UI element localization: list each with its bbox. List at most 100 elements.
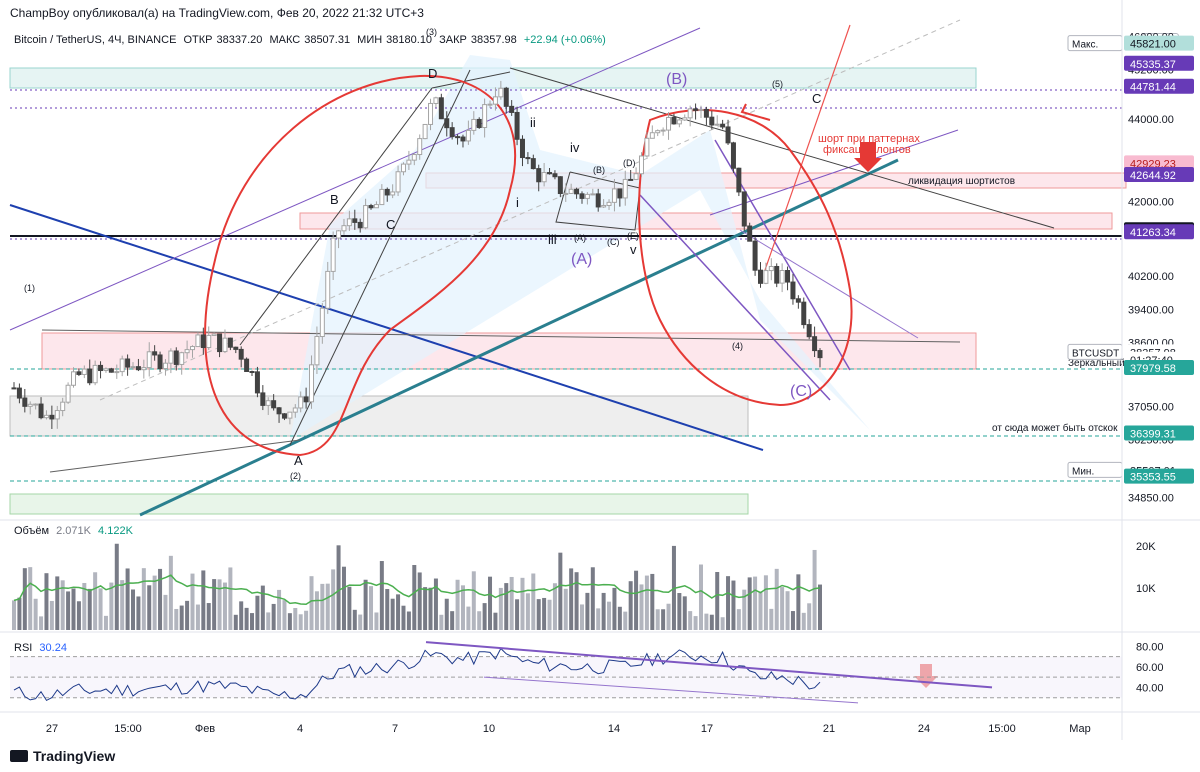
time-tick-label: 7	[392, 723, 398, 735]
volume-bar	[136, 596, 141, 630]
candle-body	[390, 191, 396, 196]
volume-bar	[634, 570, 639, 630]
volume-bar	[44, 573, 49, 630]
candle-body	[730, 142, 736, 169]
candle-body	[509, 105, 515, 113]
candle-body	[568, 188, 574, 194]
rsi-tick-label: 80.00	[1136, 641, 1164, 653]
candle-body	[238, 348, 244, 360]
wave-label: A	[294, 453, 303, 468]
rsi-legend: RSI 30.24	[14, 642, 67, 654]
volume-bar	[677, 593, 682, 630]
candle-body	[768, 265, 774, 272]
candle-body	[249, 371, 255, 374]
volume-bar	[807, 603, 812, 630]
volume-bar	[244, 607, 249, 630]
volume-bar	[747, 577, 752, 630]
tradingview-brand[interactable]: TradingView	[10, 748, 115, 764]
volume-bar	[471, 571, 476, 630]
volume-bar	[623, 611, 628, 630]
volume-bar	[412, 565, 417, 630]
price-tag-label: 45335.37	[1130, 59, 1176, 71]
candle-body	[655, 130, 661, 134]
volume-bar	[617, 606, 622, 630]
candle-body	[752, 240, 758, 271]
rsi-label: RSI	[14, 642, 33, 654]
volume-bar	[466, 606, 471, 630]
candle-body	[65, 384, 71, 403]
candle-body	[687, 108, 693, 119]
volume-bar	[325, 583, 330, 630]
change-value: +22.94 (+0.06%)	[523, 34, 606, 46]
price-tag-bg	[1124, 35, 1194, 51]
volume-bar	[255, 595, 260, 630]
volume-bar	[314, 591, 319, 630]
volume-bar	[39, 616, 44, 630]
volume-bar	[742, 589, 747, 630]
candle-body	[76, 371, 82, 375]
close-label: ЗАКР	[439, 34, 467, 46]
candle-body	[503, 87, 509, 107]
candle-body	[482, 104, 488, 129]
volume-bar	[266, 612, 271, 630]
price-tick-label: 37050.00	[1128, 402, 1174, 414]
price-tag-label: 44781.44	[1130, 82, 1176, 94]
candle-body	[309, 364, 315, 403]
price-tag-label: 41263.34	[1130, 227, 1176, 239]
candle-body	[498, 87, 504, 98]
candle-body	[357, 221, 363, 229]
price-tag-bg	[1124, 167, 1194, 183]
candle-body	[530, 158, 536, 170]
time-tick-label: Фев	[195, 723, 215, 735]
volume-bar	[141, 568, 146, 630]
time-tick-label: 4	[297, 723, 303, 735]
candle-body	[162, 362, 168, 370]
volume-bar	[531, 573, 536, 630]
annotation-text: от сюда может быть отскок	[992, 422, 1118, 434]
candle-body	[660, 129, 666, 132]
volume-bar	[682, 596, 687, 630]
candle-body	[141, 367, 147, 371]
candle-body	[200, 334, 206, 349]
volume-bar	[33, 598, 38, 630]
volume-bar	[607, 601, 612, 630]
rsi-tick-label: 60.00	[1136, 662, 1164, 674]
candle-body	[649, 132, 655, 139]
candle-body	[346, 218, 352, 227]
volume-bar	[114, 543, 119, 630]
candle-body	[227, 337, 233, 348]
time-axis[interactable]: 27 15:00 Фев 4 7 10 14 17 21 24 15:00 Мар	[46, 723, 1091, 735]
hand-circles	[204, 74, 853, 457]
volume-ma-line	[13, 574, 821, 606]
candle-body	[119, 358, 125, 373]
candle-body	[579, 193, 585, 199]
time-tick-label: 27	[46, 723, 58, 735]
volume-bar	[644, 575, 649, 630]
candle-body	[168, 350, 174, 364]
side-tag-label: Макс.	[1072, 40, 1098, 51]
volume-bar	[222, 582, 227, 630]
wave-label: iii	[548, 232, 557, 247]
price-tag-bg	[1124, 155, 1194, 171]
volume-bar	[66, 591, 71, 630]
volume-bar	[401, 605, 406, 630]
volume-bar	[812, 549, 817, 630]
candle-body	[476, 118, 482, 129]
candle-body	[698, 108, 704, 111]
time-tick-label: 17	[701, 723, 713, 735]
wave-label: i	[516, 195, 519, 210]
candle-body	[487, 103, 493, 106]
candle-body	[676, 119, 682, 125]
candle-body	[352, 218, 358, 223]
candle-body	[281, 413, 287, 419]
open-value: 38337.20	[216, 34, 263, 46]
price-tick-label: 39400.00	[1128, 304, 1174, 316]
volume-bar	[666, 603, 671, 630]
candle-body	[406, 159, 412, 165]
volume-bar	[563, 588, 568, 630]
wave-label: (C)	[607, 237, 620, 247]
candle-body	[157, 354, 163, 370]
volume-bar	[336, 545, 341, 630]
volume-bar	[720, 617, 725, 630]
